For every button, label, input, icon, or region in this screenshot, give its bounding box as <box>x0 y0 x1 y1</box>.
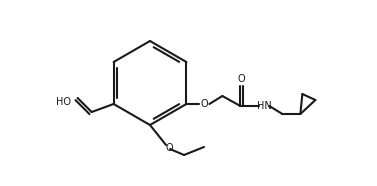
Text: O: O <box>165 143 173 153</box>
Text: HN: HN <box>257 101 272 111</box>
Text: O: O <box>238 74 245 84</box>
Text: HO: HO <box>56 97 71 107</box>
Text: O: O <box>201 99 208 109</box>
